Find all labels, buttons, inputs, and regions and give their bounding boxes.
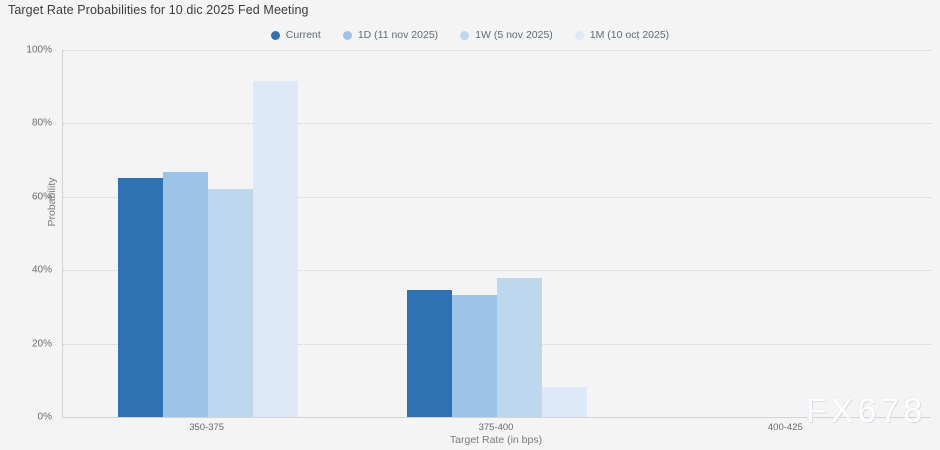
bar[interactable] [252, 81, 298, 417]
y-axis-tick-label: 40% [31, 264, 52, 276]
legend-item[interactable]: 1D (11 nov 2025) [342, 29, 439, 41]
legend-item-label: 1M (10 oct 2025) [589, 29, 670, 41]
bar[interactable] [207, 189, 253, 417]
x-axis-title: Target Rate (in bps) [449, 434, 543, 446]
bar[interactable] [542, 386, 587, 417]
bar[interactable] [497, 277, 542, 417]
bar[interactable] [117, 178, 163, 417]
gridline [63, 270, 931, 272]
legend-item[interactable]: Current [270, 29, 321, 41]
bar[interactable] [407, 290, 452, 417]
legend-item-label: Current [285, 29, 321, 41]
legend-item[interactable]: 1M (10 oct 2025) [574, 29, 670, 41]
legend-swatch-icon [342, 30, 352, 40]
bar[interactable] [162, 172, 208, 417]
chart-legend: Current 1D (11 nov 2025) 1W (5 nov 2025) 1M… [0, 29, 940, 41]
legend-swatch-icon [270, 30, 280, 40]
legend-swatch-icon [574, 30, 584, 40]
x-axis-tick-label: 400-425 [767, 422, 803, 433]
gridline [63, 50, 931, 51]
y-axis-tick-label: 100% [26, 44, 52, 56]
y-axis-tick-labels: 0% 20% 40% 60% 80% 100% [0, 45, 56, 423]
gridline [63, 196, 931, 198]
legend-item[interactable]: 1W (5 nov 2025) [460, 29, 553, 41]
y-axis-tick-label: 20% [31, 338, 52, 350]
chart-title: Target Rate Probabilities for 10 dic 202… [8, 3, 309, 17]
x-axis-tick-label: 375-400 [478, 422, 514, 433]
y-axis-tick-label: 80% [31, 117, 52, 129]
legend-item-label: 1D (11 nov 2025) [357, 29, 439, 41]
gridline [63, 123, 931, 125]
y-axis-tick-label: 60% [31, 191, 52, 203]
bar[interactable] [452, 295, 497, 417]
legend-item-label: 1W (5 nov 2025) [475, 29, 553, 41]
y-axis-tick-label: 0% [37, 411, 52, 423]
legend-swatch-icon [460, 30, 470, 40]
x-axis-tick-label: 350-375 [189, 422, 225, 433]
plot-area [62, 50, 931, 418]
